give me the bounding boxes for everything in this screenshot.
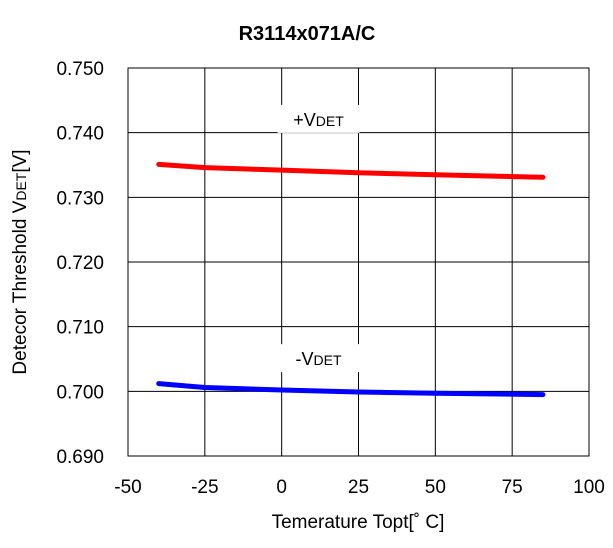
y-axis-label-sub: DET [13, 172, 29, 200]
x-tick-label: 100 [573, 477, 605, 498]
series-layer [156, 161, 546, 398]
annotation-background [277, 344, 360, 373]
annotation-background [277, 104, 360, 133]
y-tick-label: 0.730 [56, 188, 104, 209]
y-tick-labels: 0.690 0.700 0.710 0.720 0.730 0.740 0.750 [56, 59, 104, 468]
series-line-plus [156, 161, 546, 180]
x-tick-labels: -50 -25 0 25 50 75 100 [114, 477, 605, 498]
x-tick-label: 50 [425, 477, 446, 498]
plot-frame [127, 67, 590, 457]
x-tick-label: 0 [276, 477, 287, 498]
y-tick-label: 0.720 [56, 253, 104, 274]
x-tick-label: 25 [348, 477, 369, 498]
y-tick-label: 0.740 [56, 124, 104, 145]
annotation-plus: +VDET [293, 110, 344, 130]
x-axis-label: Temerature Topt[˚ C] [272, 512, 445, 533]
chart-title: R3114x071A/C [239, 23, 376, 45]
y-axis-label-tail: [V] [10, 149, 31, 172]
y-axis-label-main: Detecor Threshold V [10, 200, 31, 374]
annotation-minus: -VDET [296, 349, 342, 369]
x-tick-label: 75 [502, 477, 523, 498]
y-tick-label: 0.710 [56, 318, 104, 339]
series-line-minus [156, 381, 546, 398]
y-tick-label: 0.700 [56, 382, 104, 403]
annotations: +VDET -VDET [277, 104, 360, 373]
x-tick-label: -25 [191, 477, 218, 498]
y-tick-label: 0.750 [56, 59, 104, 80]
x-tick-label: -50 [114, 477, 141, 498]
y-axis-label: Detecor Threshold VDET[V] [10, 149, 31, 374]
y-tick-label: 0.690 [56, 447, 104, 468]
